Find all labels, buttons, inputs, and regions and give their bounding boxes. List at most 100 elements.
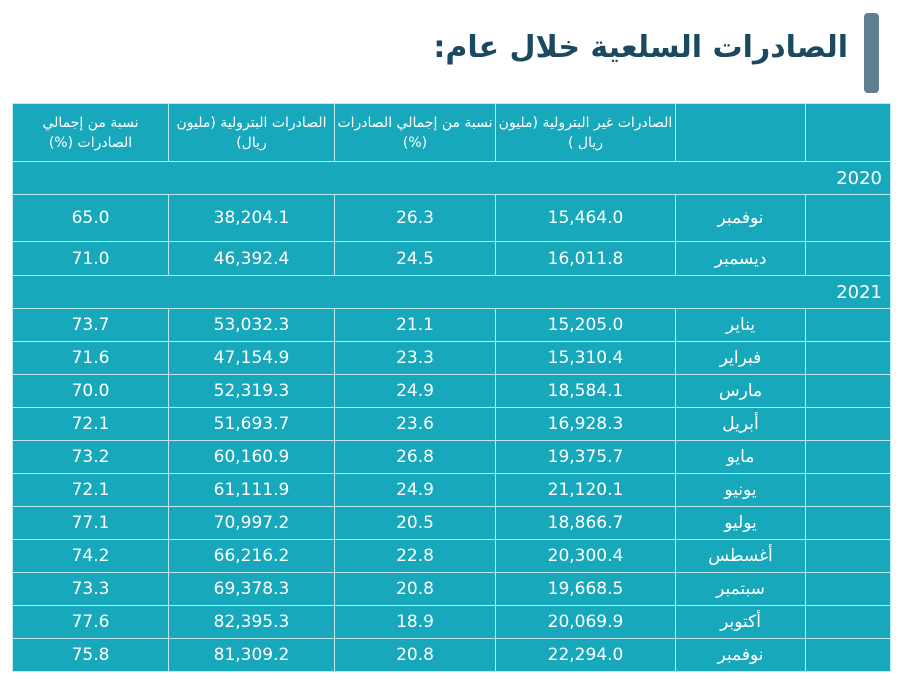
oil-cell: 47,154.9 xyxy=(168,341,335,375)
non-oil-cell: 16,011.8 xyxy=(495,241,676,276)
month-cell: مارس xyxy=(675,374,806,408)
empty-cell xyxy=(805,341,891,375)
empty-cell xyxy=(805,506,891,540)
table-row: ديسمبر 16,011.8 24.5 46,392.4 71.0 xyxy=(12,241,891,276)
non-oil-pct-cell: 21.1 xyxy=(334,308,496,342)
header-row: الصادرات غير البترولية (مليون ريال ) نسب… xyxy=(12,103,891,162)
non-oil-cell: 22,294.0 xyxy=(495,638,676,672)
oil-pct-cell: 71.6 xyxy=(12,341,169,375)
empty-cell xyxy=(805,539,891,573)
table-row: أغسطس 20,300.4 22.8 66,216.2 74.2 xyxy=(12,539,891,573)
table-row: يوليو 18,866.7 20.5 70,997.2 77.1 xyxy=(12,506,891,540)
month-cell: يوليو xyxy=(675,506,806,540)
oil-pct-cell: 74.2 xyxy=(12,539,169,573)
empty-cell xyxy=(805,194,891,242)
header-month xyxy=(675,103,806,162)
month-cell: نوفمبر xyxy=(675,194,806,242)
month-cell: يونيو xyxy=(675,473,806,507)
table-row: مايو 19,375.7 26.8 60,160.9 73.2 xyxy=(12,440,891,474)
oil-pct-cell: 71.0 xyxy=(12,241,169,276)
table-row: أكتوبر 20,069.9 18.9 82,395.3 77.6 xyxy=(12,605,891,639)
table-row: مارس 18,584.1 24.9 52,319.3 70.0 xyxy=(12,374,891,408)
month-cell: ديسمبر xyxy=(675,241,806,276)
empty-cell xyxy=(805,440,891,474)
oil-cell: 46,392.4 xyxy=(168,241,335,276)
month-cell: أكتوبر xyxy=(675,605,806,639)
header-oil-pct: نسبة من إجمالي الصادرات (%) xyxy=(12,103,169,162)
empty-cell xyxy=(805,374,891,408)
non-oil-pct-cell: 23.3 xyxy=(334,341,496,375)
oil-cell: 52,319.3 xyxy=(168,374,335,408)
header-non-oil-pct: نسبة من إجمالي الصادرات (%) xyxy=(334,103,496,162)
oil-pct-cell: 77.1 xyxy=(12,506,169,540)
oil-pct-cell: 70.0 xyxy=(12,374,169,408)
non-oil-cell: 15,205.0 xyxy=(495,308,676,342)
non-oil-cell: 19,375.7 xyxy=(495,440,676,474)
oil-cell: 60,160.9 xyxy=(168,440,335,474)
oil-cell: 81,309.2 xyxy=(168,638,335,672)
month-cell: فبراير xyxy=(675,341,806,375)
non-oil-pct-cell: 23.6 xyxy=(334,407,496,441)
non-oil-cell: 16,928.3 xyxy=(495,407,676,441)
oil-cell: 70,997.2 xyxy=(168,506,335,540)
non-oil-pct-cell: 26.3 xyxy=(334,194,496,242)
oil-pct-cell: 65.0 xyxy=(12,194,169,242)
non-oil-cell: 18,584.1 xyxy=(495,374,676,408)
year-row: 2021 xyxy=(12,275,891,309)
oil-pct-cell: 77.6 xyxy=(12,605,169,639)
table-row: يناير 15,205.0 21.1 53,032.3 73.7 xyxy=(12,308,891,342)
non-oil-cell: 15,310.4 xyxy=(495,341,676,375)
non-oil-cell: 20,300.4 xyxy=(495,539,676,573)
non-oil-pct-cell: 22.8 xyxy=(334,539,496,573)
oil-pct-cell: 73.2 xyxy=(12,440,169,474)
month-cell: أغسطس xyxy=(675,539,806,573)
header-oil: الصادرات البترولية (مليون ريال) xyxy=(168,103,335,162)
empty-cell xyxy=(805,473,891,507)
oil-pct-cell: 72.1 xyxy=(12,473,169,507)
table-row: أبريل 16,928.3 23.6 51,693.7 72.1 xyxy=(12,407,891,441)
oil-cell: 51,693.7 xyxy=(168,407,335,441)
table-row: يونيو 21,120.1 24.9 61,111.9 72.1 xyxy=(12,473,891,507)
empty-cell xyxy=(805,638,891,672)
non-oil-pct-cell: 24.9 xyxy=(334,473,496,507)
table-row: نوفمبر 15,464.0 26.3 38,204.1 65.0 xyxy=(12,194,891,242)
non-oil-pct-cell: 18.9 xyxy=(334,605,496,639)
oil-pct-cell: 73.7 xyxy=(12,308,169,342)
non-oil-pct-cell: 24.9 xyxy=(334,374,496,408)
page-title: الصادرات السلعية خلال عام: xyxy=(433,30,848,65)
year-label: 2021 xyxy=(12,275,891,309)
exports-table: الصادرات غير البترولية (مليون ريال ) نسب… xyxy=(12,103,891,672)
empty-cell xyxy=(805,572,891,606)
non-oil-pct-cell: 20.5 xyxy=(334,506,496,540)
oil-cell: 82,395.3 xyxy=(168,605,335,639)
non-oil-pct-cell: 20.8 xyxy=(334,638,496,672)
oil-cell: 53,032.3 xyxy=(168,308,335,342)
empty-cell xyxy=(805,605,891,639)
non-oil-cell: 15,464.0 xyxy=(495,194,676,242)
non-oil-cell: 18,866.7 xyxy=(495,506,676,540)
oil-cell: 69,378.3 xyxy=(168,572,335,606)
non-oil-cell: 20,069.9 xyxy=(495,605,676,639)
non-oil-pct-cell: 26.8 xyxy=(334,440,496,474)
month-cell: مايو xyxy=(675,440,806,474)
table-row: نوفمبر 22,294.0 20.8 81,309.2 75.8 xyxy=(12,638,891,672)
non-oil-cell: 21,120.1 xyxy=(495,473,676,507)
non-oil-cell: 19,668.5 xyxy=(495,572,676,606)
title-accent-bar xyxy=(864,13,879,93)
empty-cell xyxy=(805,308,891,342)
table-row: فبراير 15,310.4 23.3 47,154.9 71.6 xyxy=(12,341,891,375)
empty-cell xyxy=(805,407,891,441)
month-cell: نوفمبر xyxy=(675,638,806,672)
month-cell: سبتمبر xyxy=(675,572,806,606)
oil-pct-cell: 73.3 xyxy=(12,572,169,606)
oil-cell: 61,111.9 xyxy=(168,473,335,507)
month-cell: يناير xyxy=(675,308,806,342)
oil-pct-cell: 75.8 xyxy=(12,638,169,672)
month-cell: أبريل xyxy=(675,407,806,441)
non-oil-pct-cell: 20.8 xyxy=(334,572,496,606)
year-row: 2020 xyxy=(12,161,891,195)
year-label: 2020 xyxy=(12,161,891,195)
oil-cell: 66,216.2 xyxy=(168,539,335,573)
table-row: سبتمبر 19,668.5 20.8 69,378.3 73.3 xyxy=(12,572,891,606)
non-oil-pct-cell: 24.5 xyxy=(334,241,496,276)
